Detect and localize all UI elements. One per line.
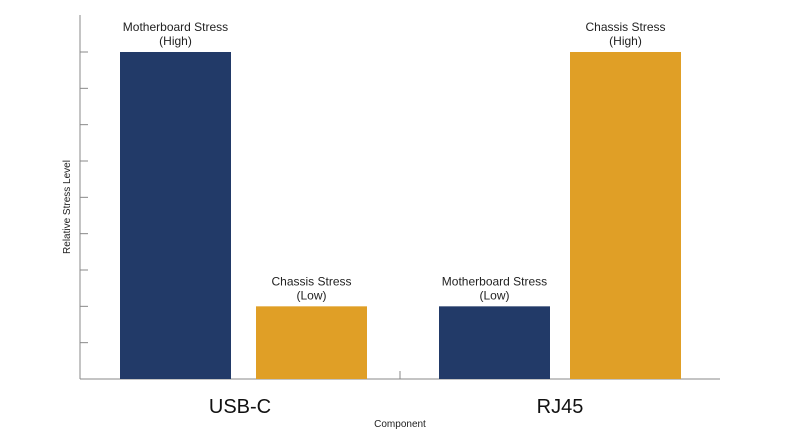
category-labels: USB-C RJ45 [209,396,583,418]
bar-data-label-line: Motherboard Stress [442,274,547,288]
bar-data-label-line: Chassis Stress [271,274,351,288]
bars [120,52,681,379]
bar-data-label: Chassis Stress (Low) [271,274,351,302]
category-label-usb-c: USB-C [209,396,271,418]
bar-rj45-series-0 [439,306,550,379]
x-axis-title: Component [374,419,426,430]
bar-data-label: Motherboard Stress (Low) [442,274,547,302]
bar-data-label-line: (Low) [479,288,509,302]
bar-data-label: Motherboard Stress (High) [123,20,228,48]
bar-data-label-line: (High) [609,34,642,48]
category-label-rj45: RJ45 [537,396,584,418]
bar-data-label-line: (Low) [296,288,326,302]
bar-labels: Motherboard Stress (High)Motherboard Stre… [123,20,666,302]
bar-data-label-line: (High) [159,34,192,48]
bar-usb-c-series-0 [120,52,231,379]
bar-data-label-line: Motherboard Stress [123,20,228,34]
bar-data-label: Chassis Stress (High) [585,20,665,48]
bar-usb-c-series-1 [256,306,367,379]
bar-data-label-line: Chassis Stress [585,20,665,34]
y-axis-title: Relative Stress Level [62,160,73,254]
bar-rj45-series-1 [570,52,681,379]
y-axis-ticks [80,51,88,344]
